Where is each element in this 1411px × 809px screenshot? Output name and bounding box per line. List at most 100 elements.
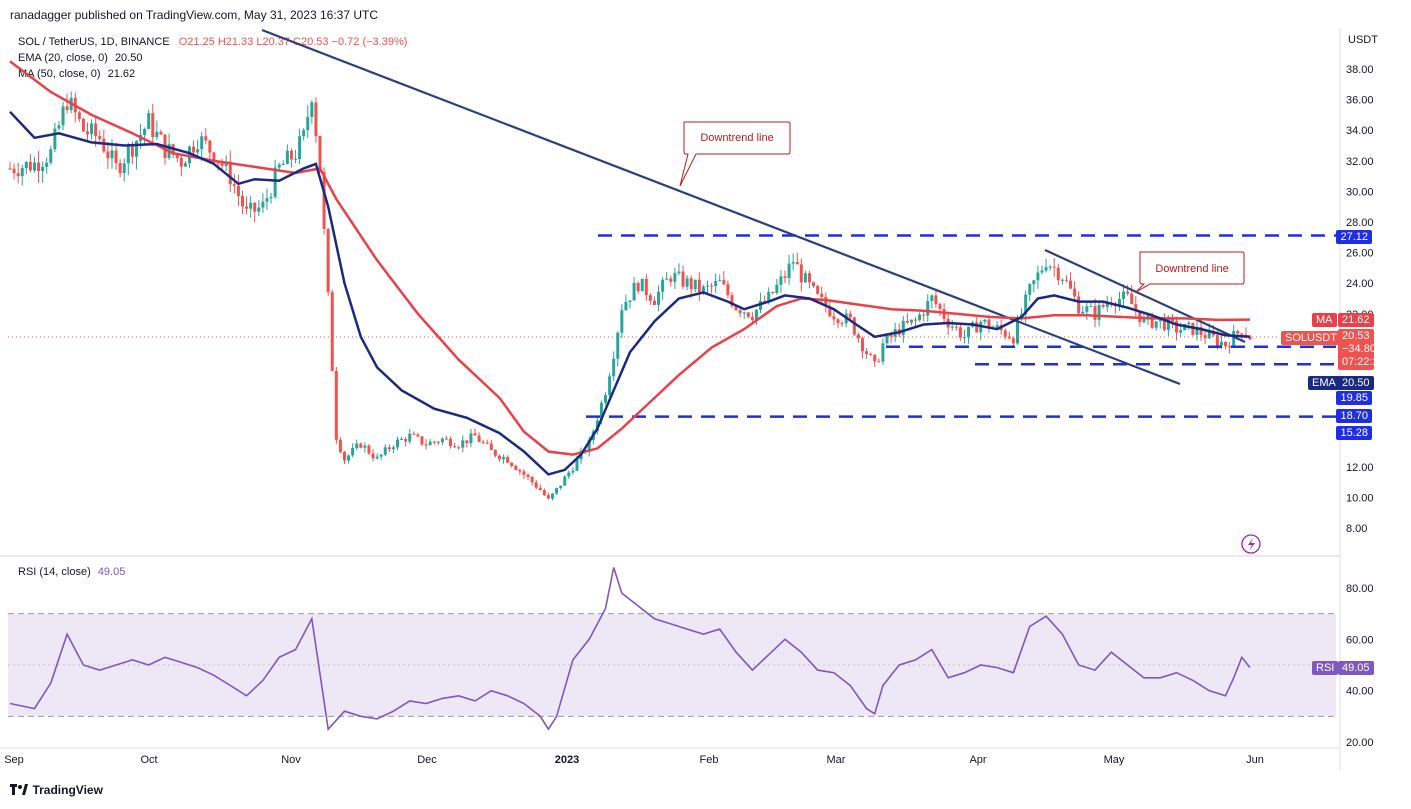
publish-header: ranadagger published on TradingView.com,… <box>0 0 1411 28</box>
candle-body <box>94 123 98 137</box>
candle-body <box>1007 336 1011 339</box>
major-downtrend-line <box>261 28 1181 386</box>
candle-body <box>1122 291 1126 299</box>
candle-body <box>1117 298 1121 307</box>
candle-body <box>8 168 12 170</box>
candle-body <box>551 493 554 499</box>
candle-body <box>730 295 734 306</box>
candle-body <box>1089 306 1093 308</box>
candle-body <box>689 278 693 290</box>
candle-body <box>599 402 603 421</box>
candle-body <box>485 442 489 444</box>
time-label: Apr <box>969 754 986 766</box>
last-price-badge: 20.53 −34.80% 07:22:27 <box>1338 329 1386 370</box>
candle-body <box>347 455 351 461</box>
candle-body <box>216 162 220 164</box>
candle-body <box>563 476 567 486</box>
rsi-tick-label: 80.00 <box>1346 583 1374 595</box>
candle-body <box>477 435 481 442</box>
candle-body <box>110 150 114 159</box>
candle-body <box>726 284 730 296</box>
candle-body <box>865 351 869 354</box>
candle-body <box>449 438 453 447</box>
candle-body <box>701 286 705 292</box>
candle-body <box>836 319 840 324</box>
candle-body <box>697 279 701 292</box>
publisher-text: ranadagger published on TradingView.com,… <box>10 8 379 22</box>
tradingview-footer[interactable]: TradingView <box>10 781 103 803</box>
candle-body <box>824 296 828 307</box>
candle-body <box>840 323 844 325</box>
candle-body <box>196 149 200 153</box>
candle-body <box>1134 304 1138 311</box>
candle-body <box>799 264 803 283</box>
candle-body <box>559 485 563 488</box>
price-tick-label: 26.00 <box>1346 248 1374 260</box>
rsi-legend-value: 49.05 <box>97 566 126 578</box>
candle-body <box>783 276 787 279</box>
candle-body <box>81 118 85 132</box>
candle-body <box>1187 322 1191 325</box>
candle-body <box>253 202 257 212</box>
candle-body <box>644 278 648 296</box>
level-27-badge: 27.12 <box>1336 230 1372 244</box>
candle-body <box>281 164 285 166</box>
candle-body <box>200 136 204 150</box>
candle-body <box>807 273 811 283</box>
candle-body <box>1130 293 1134 305</box>
candle-body <box>873 354 877 362</box>
candle-body <box>444 438 448 440</box>
candle-body <box>926 300 930 316</box>
candle-body <box>90 123 94 135</box>
candle-body <box>53 128 57 150</box>
candle-body <box>232 184 236 186</box>
candle-body <box>318 136 322 173</box>
candle-body <box>530 476 534 483</box>
candle-body <box>285 150 289 165</box>
change-pct-value: −34.80% <box>1342 343 1386 355</box>
candle-body <box>518 469 522 472</box>
candle-body <box>534 482 538 488</box>
candle-body <box>742 312 746 314</box>
candle-body <box>828 306 832 317</box>
candle-body <box>481 441 485 443</box>
rsi-tick-label: 60.00 <box>1346 634 1374 646</box>
candle-body <box>1232 331 1236 348</box>
ema-legend-value: 20.50 <box>114 52 143 64</box>
candle-body <box>465 440 469 444</box>
price-tick-label: 12.00 <box>1346 462 1374 474</box>
candle-body <box>502 456 506 460</box>
ma-legend[interactable]: MA (50, close, 0) 21.62 <box>18 68 135 80</box>
candle-body <box>526 474 530 477</box>
candle-body <box>424 444 428 446</box>
time-label: Dec <box>417 754 437 766</box>
price-tick-label: 28.00 <box>1346 217 1374 229</box>
candle-body <box>693 279 697 290</box>
candle-body <box>1203 335 1207 339</box>
downtrend-callout-2: Downtrend line <box>1135 251 1245 293</box>
candle-body <box>661 279 665 292</box>
candle-body <box>648 295 652 301</box>
candle-body <box>334 370 338 440</box>
candle-body <box>522 471 526 475</box>
candle-body <box>118 163 122 174</box>
price-tick-label: 32.00 <box>1346 156 1374 168</box>
candle-body <box>24 161 28 169</box>
candle-body <box>32 162 36 171</box>
rsi-legend[interactable]: RSI (14, close) 49.05 <box>18 566 125 578</box>
ema-legend[interactable]: EMA (20, close, 0) 20.50 <box>18 52 142 64</box>
candle-body <box>408 433 412 442</box>
candle-body <box>767 292 771 303</box>
candle-body <box>314 102 318 137</box>
candle-body <box>20 168 24 177</box>
candle-body <box>16 173 20 177</box>
candle-body <box>12 168 16 174</box>
candle-body <box>436 441 440 443</box>
candle-body <box>710 285 714 287</box>
candle-body <box>355 443 359 449</box>
symbol-name: SOL / TetherUS, 1D, BINANCE <box>18 36 170 48</box>
candle-body <box>1228 346 1232 348</box>
candle-body <box>718 280 722 282</box>
candle-body <box>1179 330 1183 333</box>
